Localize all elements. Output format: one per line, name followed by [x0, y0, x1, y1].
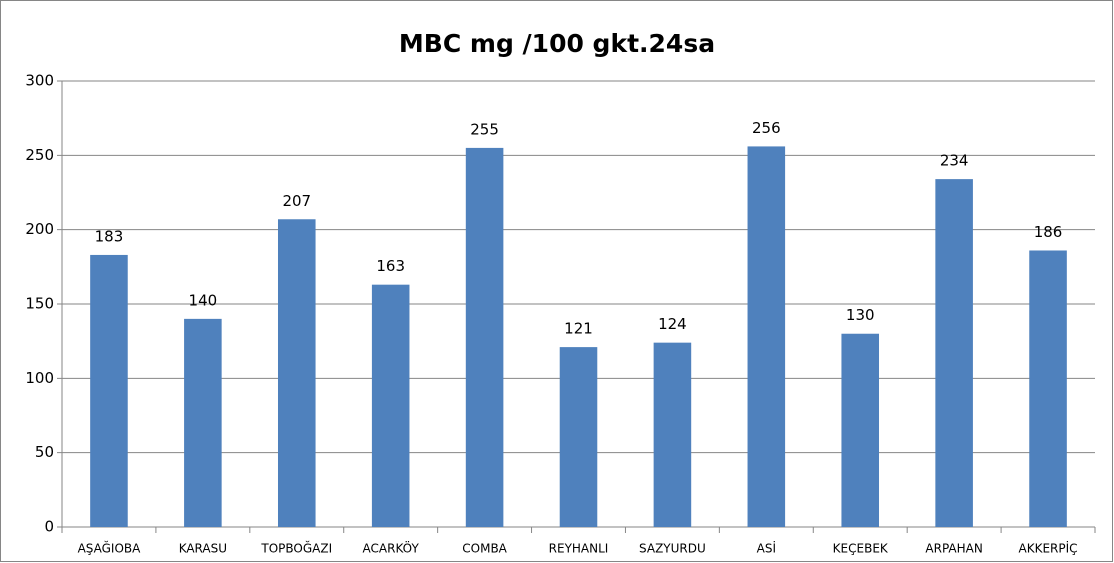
x-tick-label: AŞAĞIOBA — [78, 541, 142, 556]
y-tick-label: 50 — [35, 443, 54, 461]
y-tick-label: 100 — [25, 369, 54, 387]
bar — [184, 318, 222, 527]
x-tick-label: TOPBOĞAZI — [260, 541, 332, 556]
x-tick-label: KEÇEBEK — [833, 542, 889, 556]
x-tick-label: AKKERPİÇ — [1019, 541, 1078, 556]
x-tick-label: KARASU — [179, 542, 227, 556]
data-label: 121 — [564, 320, 593, 338]
data-label: 140 — [189, 291, 218, 309]
bar — [935, 179, 973, 527]
data-label: 207 — [282, 192, 311, 210]
data-label: 183 — [95, 227, 124, 245]
bar — [559, 347, 598, 527]
bar — [371, 284, 410, 527]
y-tick-label: 300 — [25, 72, 54, 90]
bar — [277, 219, 316, 527]
x-tick-label: REYHANLI — [549, 542, 609, 556]
data-label: 256 — [752, 119, 781, 137]
data-label: 130 — [846, 306, 875, 324]
y-tick-label: 150 — [25, 295, 54, 313]
bar — [841, 333, 880, 527]
bar — [1029, 250, 1067, 528]
data-label: 163 — [376, 257, 405, 275]
data-label: 234 — [940, 152, 969, 170]
data-label: 186 — [1034, 223, 1063, 241]
x-tick-label: SAZYURDU — [639, 542, 706, 556]
y-tick-label: 250 — [25, 146, 54, 164]
x-tick-label: ARPAHAN — [925, 542, 982, 556]
bar — [465, 147, 504, 527]
data-label: 255 — [470, 120, 499, 138]
bar — [653, 342, 692, 527]
x-tick-label: ACARKÖY — [363, 540, 420, 556]
chart-title: MBC mg /100 gkt.24sa — [399, 29, 715, 58]
x-tick-label: COMBA — [462, 542, 507, 556]
y-tick-label: 0 — [44, 518, 54, 536]
y-tick-label: 200 — [25, 220, 54, 238]
bar — [90, 254, 128, 527]
x-tick-label: ASİ — [757, 541, 776, 556]
data-label: 124 — [658, 315, 687, 333]
bar — [747, 146, 786, 527]
